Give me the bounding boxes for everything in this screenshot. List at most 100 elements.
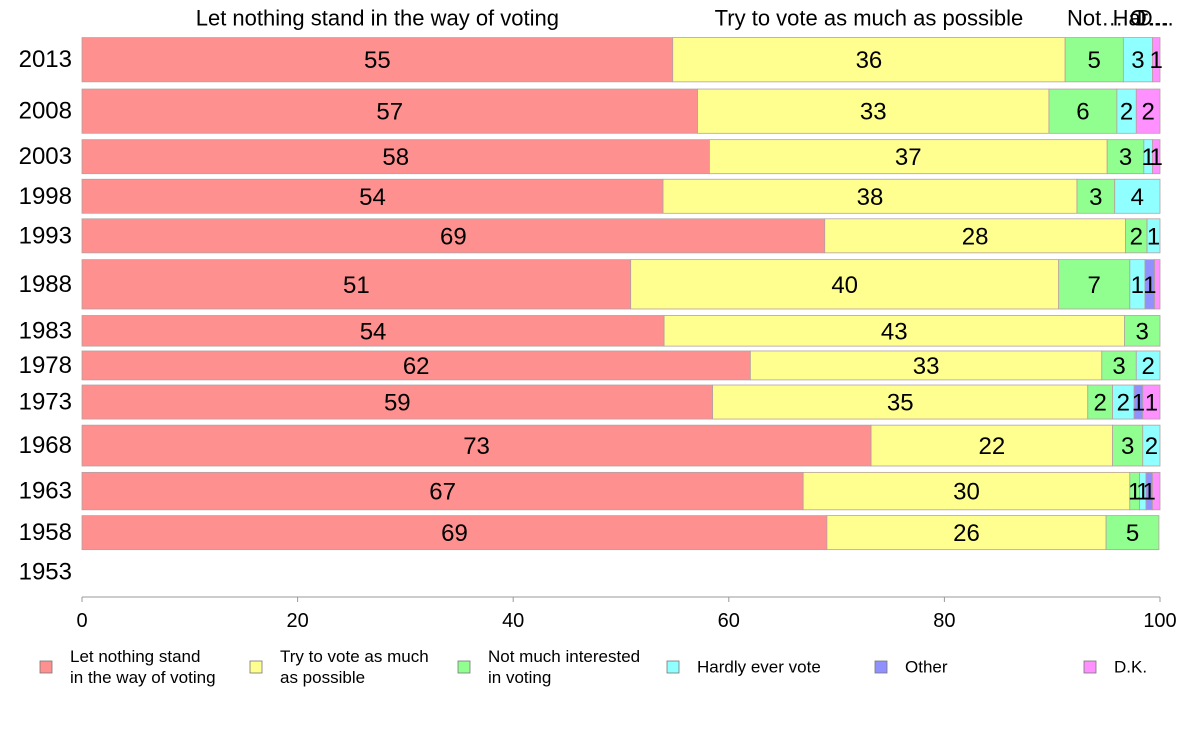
bar-1993-let-nothing-stand-in-the-way-of-voting — [81, 218, 826, 254]
x-axis: 0 20 40 60 80 100 — [76, 596, 1177, 632]
bar-1973-d-k — [1142, 384, 1161, 420]
series-headers: Let nothing stand in the way of voting Tr… — [196, 6, 1175, 31]
x-tick-label-20: 20 — [286, 610, 308, 632]
year-label-1988: 1988 — [19, 271, 72, 298]
data-label-1973-other: 1 — [1132, 390, 1145, 417]
data-label-2008-try-to-vote-as-much-as-possible: 33 — [860, 99, 887, 126]
data-label-1988-not-much-interested-in-voting: 7 — [1088, 272, 1101, 299]
x-tick-label-60: 60 — [718, 610, 740, 632]
data-label-1978-hardly-ever-vote: 2 — [1141, 353, 1154, 380]
x-tick-label-100: 100 — [1143, 610, 1176, 632]
bar-1968-try-to-vote-as-much-as-possible — [870, 424, 1113, 467]
data-label-1993-hardly-ever-vote: 1 — [1147, 223, 1160, 250]
legend-swatch-not-much-interested-in-voting — [457, 660, 471, 674]
data-label-2003-hardly-ever-vote: 1 — [1141, 144, 1154, 171]
bar-1963-d-k — [1152, 471, 1161, 511]
legend-swatch-hardly-ever-vote — [666, 660, 680, 674]
bar-1973-not-much-interested-in-voting — [1087, 384, 1113, 420]
data-label-2003-not-much-interested-in-voting: 3 — [1119, 144, 1132, 171]
data-label-2008-not-much-interested-in-voting: 6 — [1076, 99, 1089, 126]
data-label-1958-try-to-vote-as-much-as-possible: 26 — [953, 520, 980, 547]
year-label-1978: 1978 — [19, 352, 72, 379]
bar-1993-hardly-ever-vote — [1146, 218, 1161, 254]
bar-1978-let-nothing-stand-in-the-way-of-voting — [81, 350, 751, 381]
legend: Let nothing stand in the way of voting Try… — [39, 647, 1147, 687]
bars — [81, 37, 1161, 551]
legend-label-hardly-ever-vote-0: Hardly ever vote — [697, 658, 821, 677]
bar-1963-try-to-vote-as-much-as-possible — [802, 471, 1131, 511]
bar-2008-try-to-vote-as-much-as-possible — [697, 88, 1050, 134]
bar-1998-hardly-ever-vote — [1114, 178, 1161, 214]
bar-1968-let-nothing-stand-in-the-way-of-voting — [81, 424, 872, 467]
data-label-1983-try-to-vote-as-much-as-possible: 43 — [881, 318, 908, 345]
data-label-1968-hardly-ever-vote: 2 — [1145, 433, 1158, 460]
data-label-1973-d-k: 1 — [1145, 390, 1158, 417]
series-header-d-k: D… — [1137, 6, 1175, 31]
data-label-1958-not-much-interested-in-voting: 5 — [1126, 520, 1139, 547]
legend-label-not-much-interested-in-voting-0: Not much interested — [488, 647, 640, 666]
data-label-2008-d-k: 2 — [1141, 99, 1154, 126]
legend-label-other-0: Other — [905, 658, 948, 677]
bar-1958-try-to-vote-as-much-as-possible — [826, 515, 1107, 551]
data-label-1968-try-to-vote-as-much-as-possible: 22 — [978, 433, 1005, 460]
data-label-1978-try-to-vote-as-much-as-possible: 33 — [913, 353, 940, 380]
data-label-1988-try-to-vote-as-much-as-possible: 40 — [831, 272, 858, 299]
bar-2008-let-nothing-stand-in-the-way-of-voting — [81, 88, 698, 134]
bar-1973-try-to-vote-as-much-as-possible — [712, 384, 1089, 420]
bar-1963-let-nothing-stand-in-the-way-of-voting — [81, 471, 804, 511]
year-labels: 2013 2008 2003 1998 1993 1988 1983 1978 1973 1968… — [19, 46, 72, 585]
data-label-1973-hardly-ever-vote: 2 — [1117, 390, 1130, 417]
data-label-2003-d-k: 1 — [1150, 144, 1163, 171]
data-label-2003-let-nothing-stand-in-the-way-of-voting: 58 — [382, 144, 409, 171]
data-label-1963-hardly-ever-vote: 1 — [1136, 479, 1149, 506]
legend-label-not-much-interested-in-voting-1: in voting — [488, 668, 551, 687]
data-label-1963-try-to-vote-as-much-as-possible: 30 — [953, 479, 980, 506]
series-header-hardly-ever-vote: Har… — [1113, 6, 1170, 31]
data-label-1968-let-nothing-stand-in-the-way-of-voting: 73 — [463, 433, 490, 460]
bar-1983-let-nothing-stand-in-the-way-of-voting — [81, 315, 665, 347]
data-label-1978-let-nothing-stand-in-the-way-of-voting: 62 — [403, 353, 430, 380]
legend-label-try-to-vote-as-much-as-possible-0: Try to vote as much — [280, 647, 429, 666]
series-header-other: O… — [1130, 6, 1169, 31]
x-tick-label-40: 40 — [502, 610, 524, 632]
bar-1958-not-much-interested-in-voting — [1105, 515, 1160, 551]
data-label-2013-hardly-ever-vote: 3 — [1131, 47, 1144, 74]
bar-1988-d-k — [1154, 259, 1161, 310]
legend-label-try-to-vote-as-much-as-possible-1: as possible — [280, 668, 365, 687]
data-label-2013-let-nothing-stand-in-the-way-of-voting: 55 — [364, 47, 391, 74]
data-label-1963-let-nothing-stand-in-the-way-of-voting: 67 — [429, 479, 456, 506]
data-label-1998-hardly-ever-vote: 4 — [1131, 184, 1144, 211]
bar-1968-hardly-ever-vote — [1142, 424, 1161, 467]
year-label-1983: 1983 — [19, 317, 72, 344]
data-label-1988-other: 1 — [1143, 272, 1156, 299]
data-label-2013-try-to-vote-as-much-as-possible: 36 — [856, 47, 883, 74]
bar-1998-try-to-vote-as-much-as-possible — [662, 178, 1078, 214]
data-label-1963-not-much-interested-in-voting: 1 — [1128, 479, 1141, 506]
bar-1978-not-much-interested-in-voting — [1101, 350, 1137, 381]
legend-swatch-other — [874, 660, 888, 674]
legend-swatch-d-k — [1083, 660, 1097, 674]
year-label-1968: 1968 — [19, 432, 72, 459]
bar-2003-d-k — [1152, 139, 1161, 175]
year-label-1993: 1993 — [19, 222, 72, 249]
series-header-let-nothing-stand-in-the-way-of-voting: Let nothing stand in the way of voting — [196, 6, 559, 31]
legend-label-d-k-0: D.K. — [1114, 658, 1147, 677]
year-label-2003: 2003 — [19, 143, 72, 170]
data-label-1993-try-to-vote-as-much-as-possible: 28 — [962, 223, 989, 250]
bar-1988-let-nothing-stand-in-the-way-of-voting — [81, 259, 632, 310]
x-tick-label-80: 80 — [933, 610, 955, 632]
data-label-1983-let-nothing-stand-in-the-way-of-voting: 54 — [360, 318, 387, 345]
year-label-1973: 1973 — [19, 389, 72, 416]
year-label-2013: 2013 — [19, 46, 72, 73]
data-label-1973-not-much-interested-in-voting: 2 — [1093, 390, 1106, 417]
year-label-1963: 1963 — [19, 478, 72, 505]
legend-swatch-try-to-vote-as-much-as-possible — [249, 660, 263, 674]
x-tick-label-0: 0 — [76, 610, 87, 632]
data-label-1988-let-nothing-stand-in-the-way-of-voting: 51 — [343, 272, 370, 299]
bar-1988-not-much-interested-in-voting — [1058, 259, 1131, 310]
data-label-2003-try-to-vote-as-much-as-possible: 37 — [895, 144, 922, 171]
data-label-2013-not-much-interested-in-voting: 5 — [1088, 47, 1101, 74]
year-label-1958: 1958 — [19, 519, 72, 546]
data-label-2008-let-nothing-stand-in-the-way-of-voting: 57 — [376, 99, 403, 126]
